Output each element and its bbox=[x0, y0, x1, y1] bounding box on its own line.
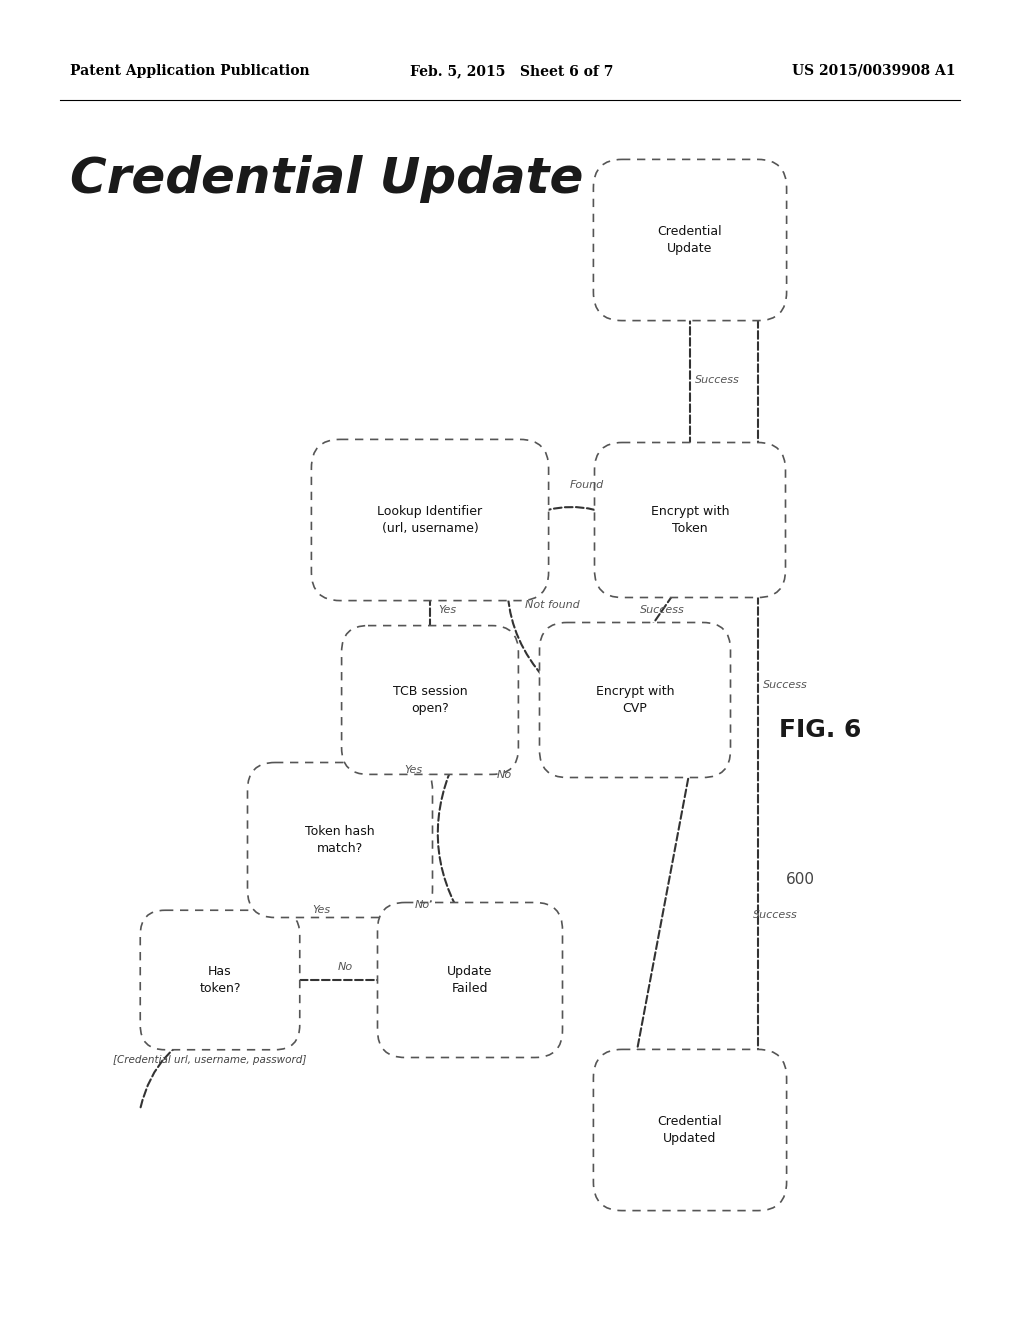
FancyBboxPatch shape bbox=[248, 763, 432, 917]
Text: Yes: Yes bbox=[312, 906, 330, 915]
FancyBboxPatch shape bbox=[140, 911, 300, 1049]
Text: Encrypt with
CVP: Encrypt with CVP bbox=[596, 685, 674, 714]
Text: Success: Success bbox=[753, 909, 798, 920]
Text: No: No bbox=[497, 770, 512, 780]
Text: Credential Update: Credential Update bbox=[70, 154, 584, 203]
FancyBboxPatch shape bbox=[311, 440, 549, 601]
Text: Patent Application Publication: Patent Application Publication bbox=[70, 63, 309, 78]
FancyBboxPatch shape bbox=[378, 903, 562, 1057]
Text: Found: Found bbox=[570, 480, 604, 490]
Text: Success: Success bbox=[695, 375, 739, 385]
FancyBboxPatch shape bbox=[595, 442, 785, 598]
Text: No: No bbox=[338, 962, 352, 972]
Text: US 2015/0039908 A1: US 2015/0039908 A1 bbox=[792, 63, 955, 78]
Text: Yes: Yes bbox=[438, 605, 456, 615]
Text: [Credential url, username, password]: [Credential url, username, password] bbox=[114, 1055, 306, 1065]
FancyBboxPatch shape bbox=[540, 623, 730, 777]
FancyBboxPatch shape bbox=[593, 160, 786, 321]
Text: Yes: Yes bbox=[403, 766, 422, 775]
Text: Lookup Identifier
(url, username): Lookup Identifier (url, username) bbox=[378, 506, 482, 535]
Text: TCB session
open?: TCB session open? bbox=[392, 685, 467, 714]
Text: FIG. 6: FIG. 6 bbox=[779, 718, 861, 742]
Text: No: No bbox=[415, 900, 430, 909]
Text: Has
token?: Has token? bbox=[200, 965, 241, 995]
Text: Success: Success bbox=[763, 680, 808, 690]
Text: Success: Success bbox=[640, 605, 685, 615]
Text: Feb. 5, 2015   Sheet 6 of 7: Feb. 5, 2015 Sheet 6 of 7 bbox=[411, 63, 613, 78]
FancyBboxPatch shape bbox=[342, 626, 518, 775]
Text: Token hash
match?: Token hash match? bbox=[305, 825, 375, 855]
FancyBboxPatch shape bbox=[593, 1049, 786, 1210]
Text: Update
Failed: Update Failed bbox=[447, 965, 493, 995]
Text: Credential
Update: Credential Update bbox=[657, 226, 722, 255]
Text: Credential
Updated: Credential Updated bbox=[657, 1115, 722, 1144]
Text: 600: 600 bbox=[785, 873, 814, 887]
Text: Not found: Not found bbox=[525, 601, 580, 610]
Text: Encrypt with
Token: Encrypt with Token bbox=[650, 506, 729, 535]
